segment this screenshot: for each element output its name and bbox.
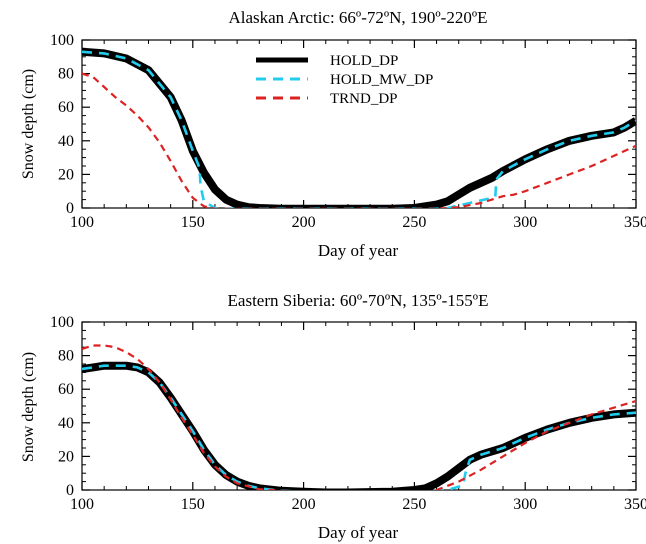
y-tick-label: 80 bbox=[58, 348, 74, 365]
y-tick-label: 40 bbox=[58, 415, 74, 432]
series-line-hold-dp bbox=[82, 361, 636, 490]
x-tick-label: 150 bbox=[181, 214, 205, 231]
legend-label-hold-dp: HOLD_DP bbox=[330, 53, 398, 69]
series-line-hold-mw-dp bbox=[82, 364, 636, 490]
y-axis-label: Snow depth (cm) bbox=[20, 352, 37, 462]
y-tick-label: 0 bbox=[66, 482, 74, 499]
x-tick-label: 300 bbox=[513, 214, 537, 231]
y-tick-label: 40 bbox=[58, 133, 74, 150]
y-tick-label: 0 bbox=[66, 200, 74, 217]
plot-area bbox=[82, 344, 636, 490]
legend-label-hold-mw-dp: HOLD_MW_DP bbox=[330, 72, 433, 88]
x-tick-label: 100 bbox=[70, 496, 94, 513]
x-axis-label: Day of year bbox=[318, 523, 399, 542]
y-tick-label: 100 bbox=[50, 314, 74, 331]
y-tick-label: 100 bbox=[50, 32, 74, 49]
y-tick-label: 20 bbox=[58, 166, 74, 183]
panel-alaskan-arctic: Alaskan Arctic: 66º-72ºN, 190º-220ºE Sno… bbox=[20, 8, 646, 260]
x-tick-label: 350 bbox=[624, 214, 646, 231]
chart-title: Alaskan Arctic: 66º-72ºN, 190º-220ºE bbox=[228, 8, 487, 27]
y-tick-label: 20 bbox=[58, 448, 74, 465]
x-tick-label: 250 bbox=[402, 214, 426, 231]
y-tick-label: 60 bbox=[58, 99, 74, 116]
x-tick-label: 250 bbox=[402, 496, 426, 513]
panel-eastern-siberia: Eastern Siberia: 60º-70ºN, 135º-155ºE Sn… bbox=[20, 291, 646, 542]
y-axis-label: Snow depth (cm) bbox=[20, 69, 37, 179]
x-tick-label: 150 bbox=[181, 496, 205, 513]
chart-title: Eastern Siberia: 60º-70ºN, 135º-155ºE bbox=[228, 291, 489, 310]
x-axis-label: Day of year bbox=[318, 241, 399, 260]
x-tick-label: 200 bbox=[292, 496, 316, 513]
plot-frame bbox=[81, 321, 637, 491]
plot-area bbox=[82, 47, 636, 208]
legend: HOLD_DP HOLD_MW_DP TRND_DP bbox=[256, 53, 433, 107]
x-tick-label: 300 bbox=[513, 496, 537, 513]
axes: 100 150 200 250 300 350 0 20 40 60 80 100 bbox=[50, 314, 646, 513]
series-line-trnd-dp bbox=[82, 344, 636, 490]
x-tick-label: 200 bbox=[292, 214, 316, 231]
legend-label-trnd-dp: TRND_DP bbox=[330, 91, 398, 107]
series-line-hold-mw-dp bbox=[82, 50, 636, 208]
y-tick-label: 80 bbox=[58, 66, 74, 83]
y-tick-label: 60 bbox=[58, 381, 74, 398]
x-tick-label: 100 bbox=[70, 214, 94, 231]
x-tick-label: 350 bbox=[624, 496, 646, 513]
